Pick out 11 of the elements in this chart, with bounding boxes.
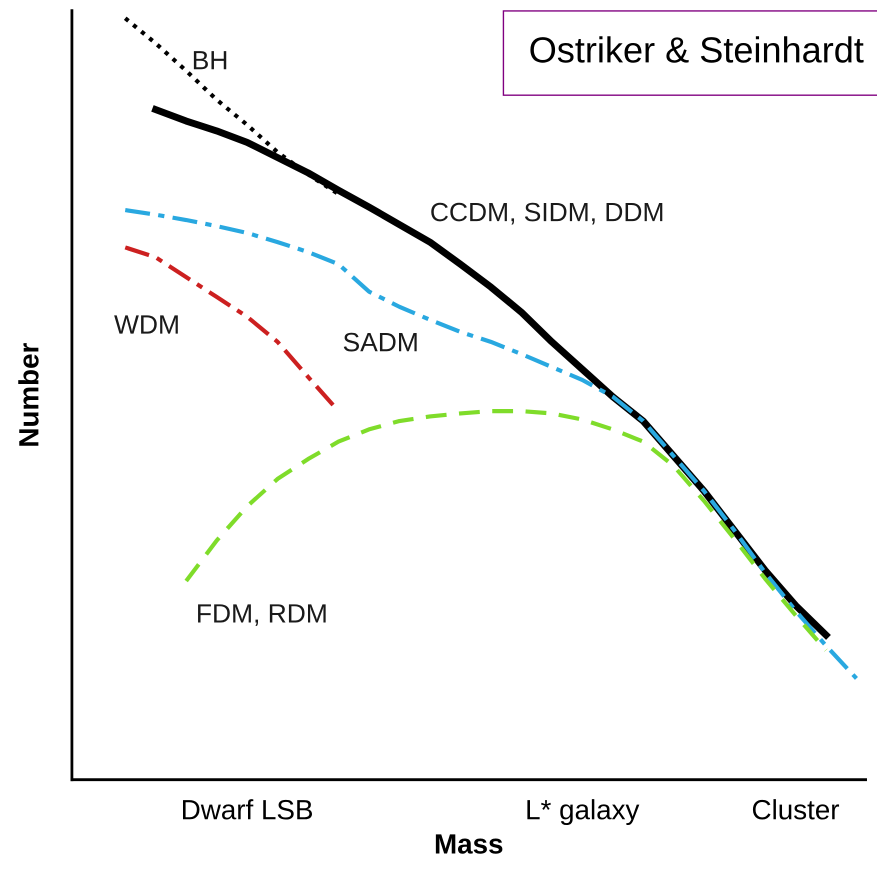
y-axis-title: Number [18, 343, 39, 446]
x-tick-label: L* galaxy [527, 799, 640, 826]
x-axis-title: Mass [436, 834, 502, 854]
series-label: CCDM, SIDM, DDM [431, 202, 662, 225]
chart-title: Ostriker & Steinhardt [530, 36, 864, 63]
series-label: FDM, RDM [198, 604, 326, 626]
x-tick-label: Cluster [752, 799, 840, 820]
x-tick-label: Dwarf LSB [183, 799, 312, 820]
series-label: BH [194, 51, 226, 70]
series-label: SADM [344, 332, 417, 352]
series-label: WDM [114, 315, 178, 334]
